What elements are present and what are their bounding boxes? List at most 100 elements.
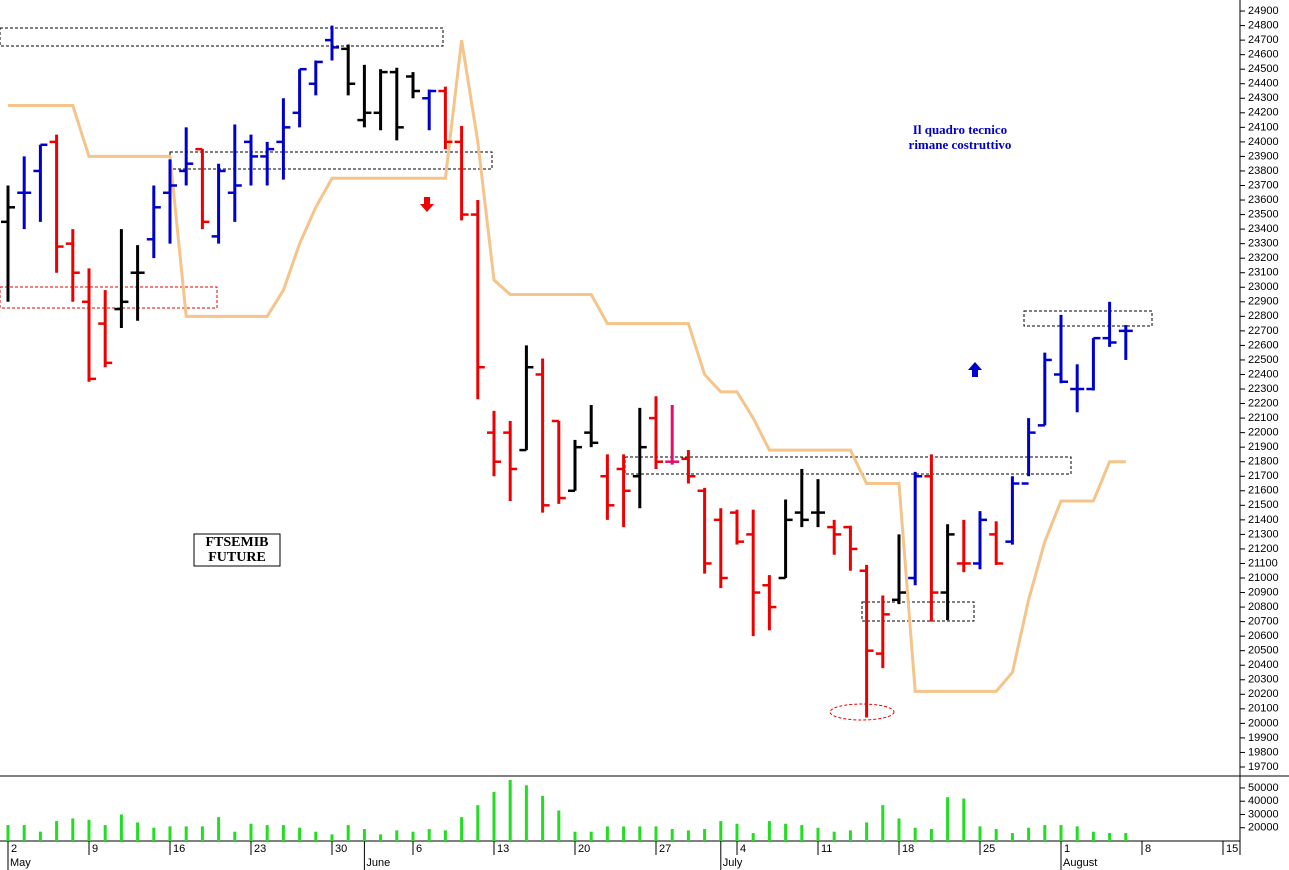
volume-bar <box>152 827 156 841</box>
x-tick-label: 20 <box>578 843 590 855</box>
y-tick-label: 22300 <box>1248 383 1279 395</box>
volume-bar <box>557 810 561 841</box>
y-tick-label: 23600 <box>1248 194 1279 206</box>
volume-bar <box>22 825 26 841</box>
volume-bar <box>330 834 334 841</box>
y-tick-label: 22000 <box>1248 427 1279 439</box>
y-tick-label: 23300 <box>1248 238 1279 250</box>
volume-bar <box>654 826 658 841</box>
volume-bar <box>346 825 350 841</box>
volume-bar <box>881 805 885 841</box>
y-tick-label: 24300 <box>1248 92 1279 104</box>
y-tick-label: 21300 <box>1248 528 1279 540</box>
volume-bar <box>751 833 755 841</box>
volume-bar <box>411 831 415 841</box>
x-tick-label: 30 <box>335 843 347 855</box>
y-tick-label: 23000 <box>1248 281 1279 293</box>
volume-bar <box>962 798 966 841</box>
volume-bar <box>314 831 318 841</box>
volume-bar <box>832 831 836 841</box>
y-tick-label: 22700 <box>1248 325 1279 337</box>
y-tick-label: 20900 <box>1248 586 1279 598</box>
y-tick-label: 23100 <box>1248 267 1279 279</box>
support-zone <box>0 286 218 309</box>
y-tick-label: 24900 <box>1248 5 1279 17</box>
x-tick-label: 8 <box>1145 843 1151 855</box>
y-tick-label: 23800 <box>1248 165 1279 177</box>
annotation: Il quadro tecnico <box>913 122 1007 137</box>
volume-bar <box>71 818 75 841</box>
y-tick-label: 21100 <box>1248 557 1278 569</box>
y-tick-label: 22800 <box>1248 310 1279 322</box>
volume-bar <box>395 830 399 841</box>
volume-bar <box>55 821 59 841</box>
y-tick-label: 23700 <box>1248 179 1279 191</box>
volume-bar <box>119 814 123 841</box>
y-tick-label: 20800 <box>1248 601 1279 613</box>
x-tick-label: 18 <box>902 843 914 855</box>
y-tick-label: 22600 <box>1248 339 1279 351</box>
support-zone <box>861 601 975 622</box>
volume-bar <box>897 818 901 841</box>
volume-bar <box>622 826 626 841</box>
volume-bar <box>670 829 674 841</box>
y-tick-label: 21900 <box>1248 441 1279 453</box>
volume-bar <box>136 822 140 841</box>
volume-bar <box>994 829 998 841</box>
volume-bar <box>978 826 982 841</box>
volume-bar <box>929 829 933 841</box>
y-tick-label: 22900 <box>1248 296 1279 308</box>
y-tick-label: 23400 <box>1248 223 1279 235</box>
low-marker <box>829 703 895 721</box>
y-tick-label: 21500 <box>1248 499 1279 511</box>
volume-tick-label: 30000 <box>1248 808 1279 820</box>
instrument-label: FTSEMIB <box>205 535 268 550</box>
volume-bar <box>784 823 788 841</box>
y-tick-label: 21000 <box>1248 572 1279 584</box>
annotation: rimane costruttivo <box>909 137 1012 152</box>
y-tick-label: 20600 <box>1248 630 1279 642</box>
y-tick-label: 24600 <box>1248 49 1279 61</box>
volume-bar <box>38 831 42 841</box>
month-label: August <box>1063 857 1097 869</box>
volume-bar <box>719 821 723 841</box>
x-tick-label: 1 <box>1064 843 1070 855</box>
y-tick-label: 24100 <box>1248 121 1279 133</box>
volume-bar <box>605 826 609 841</box>
y-tick-label: 23900 <box>1248 150 1279 162</box>
y-tick-label: 24700 <box>1248 34 1279 46</box>
volume-bar <box>946 797 950 841</box>
volume-bar <box>541 795 545 841</box>
volume-bar <box>443 830 447 841</box>
volume-bar <box>686 830 690 841</box>
y-tick-label: 24000 <box>1248 136 1279 148</box>
y-tick-label: 24800 <box>1248 19 1279 31</box>
volume-bar <box>1027 827 1031 841</box>
volume-bar <box>492 791 496 841</box>
volume-bar <box>184 826 188 841</box>
volume-bar <box>816 827 820 841</box>
volume-tick-label: 50000 <box>1248 782 1279 794</box>
y-tick-label: 24200 <box>1248 107 1279 119</box>
volume-bar <box>6 825 10 841</box>
volume-bar <box>848 830 852 841</box>
instrument-box <box>193 533 281 567</box>
volume-bar <box>1075 826 1079 841</box>
volume-bar <box>1059 825 1063 841</box>
y-tick-label: 22500 <box>1248 354 1279 366</box>
y-tick-label: 23200 <box>1248 252 1279 264</box>
y-tick-label: 20300 <box>1248 674 1279 686</box>
volume-bar <box>767 821 771 841</box>
y-tick-label: 23500 <box>1248 208 1279 220</box>
y-tick-label: 21700 <box>1248 470 1279 482</box>
trailing-stop-line <box>8 39 1126 693</box>
y-tick-label: 20500 <box>1248 645 1279 657</box>
y-tick-label: 20400 <box>1248 659 1279 671</box>
y-tick-label: 24500 <box>1248 63 1279 75</box>
volume-bar <box>217 817 221 841</box>
volume-bar <box>589 831 593 841</box>
volume-bar <box>1010 833 1014 841</box>
volume-bar <box>524 785 528 841</box>
x-tick-label: 23 <box>254 843 266 855</box>
month-label: May <box>10 857 31 869</box>
